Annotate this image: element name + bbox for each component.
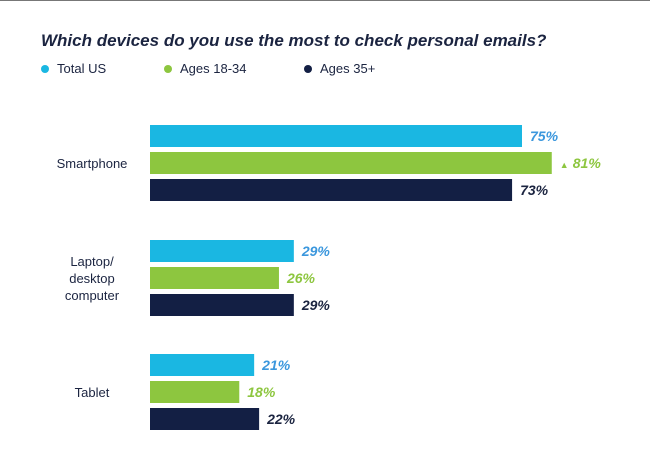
legend-item-total-us: Total US bbox=[41, 61, 164, 76]
up-triangle-icon: ▲ bbox=[560, 160, 569, 170]
legend-swatch bbox=[41, 64, 49, 73]
chart-title: Which devices do you use the most to che… bbox=[41, 31, 547, 50]
data-label: 26% bbox=[286, 270, 316, 286]
bar bbox=[150, 240, 294, 262]
data-label: 75% bbox=[530, 128, 559, 144]
category-label: Laptop/desktop computer bbox=[65, 254, 120, 303]
data-label: 81% bbox=[573, 155, 602, 171]
legend-item-ages-35-plus: Ages 35+ bbox=[304, 61, 375, 76]
legend-swatch bbox=[304, 64, 312, 73]
data-label: 29% bbox=[301, 243, 331, 259]
data-label: 18% bbox=[247, 384, 276, 400]
data-label: 73% bbox=[520, 182, 549, 198]
legend-item-ages-18-34: Ages 18-34 bbox=[164, 61, 304, 76]
legend-swatch bbox=[164, 64, 172, 73]
bar bbox=[150, 408, 260, 430]
category-label: Tablet bbox=[75, 385, 110, 400]
bar bbox=[150, 354, 255, 376]
data-label: 29% bbox=[301, 297, 331, 313]
bar bbox=[150, 294, 294, 316]
legend-label: Total US bbox=[57, 61, 107, 76]
category-label: Smartphone bbox=[57, 156, 128, 171]
data-label: 22% bbox=[266, 411, 296, 427]
legend: Total US Ages 18-34 Ages 35+ bbox=[41, 61, 375, 76]
bar bbox=[150, 152, 552, 174]
data-label: 21% bbox=[261, 357, 291, 373]
legend-label: Ages 35+ bbox=[320, 61, 376, 76]
bar bbox=[150, 381, 240, 403]
legend-label: Ages 18-34 bbox=[180, 61, 247, 76]
bar bbox=[150, 179, 513, 201]
bar bbox=[150, 267, 279, 289]
bar bbox=[150, 125, 522, 147]
